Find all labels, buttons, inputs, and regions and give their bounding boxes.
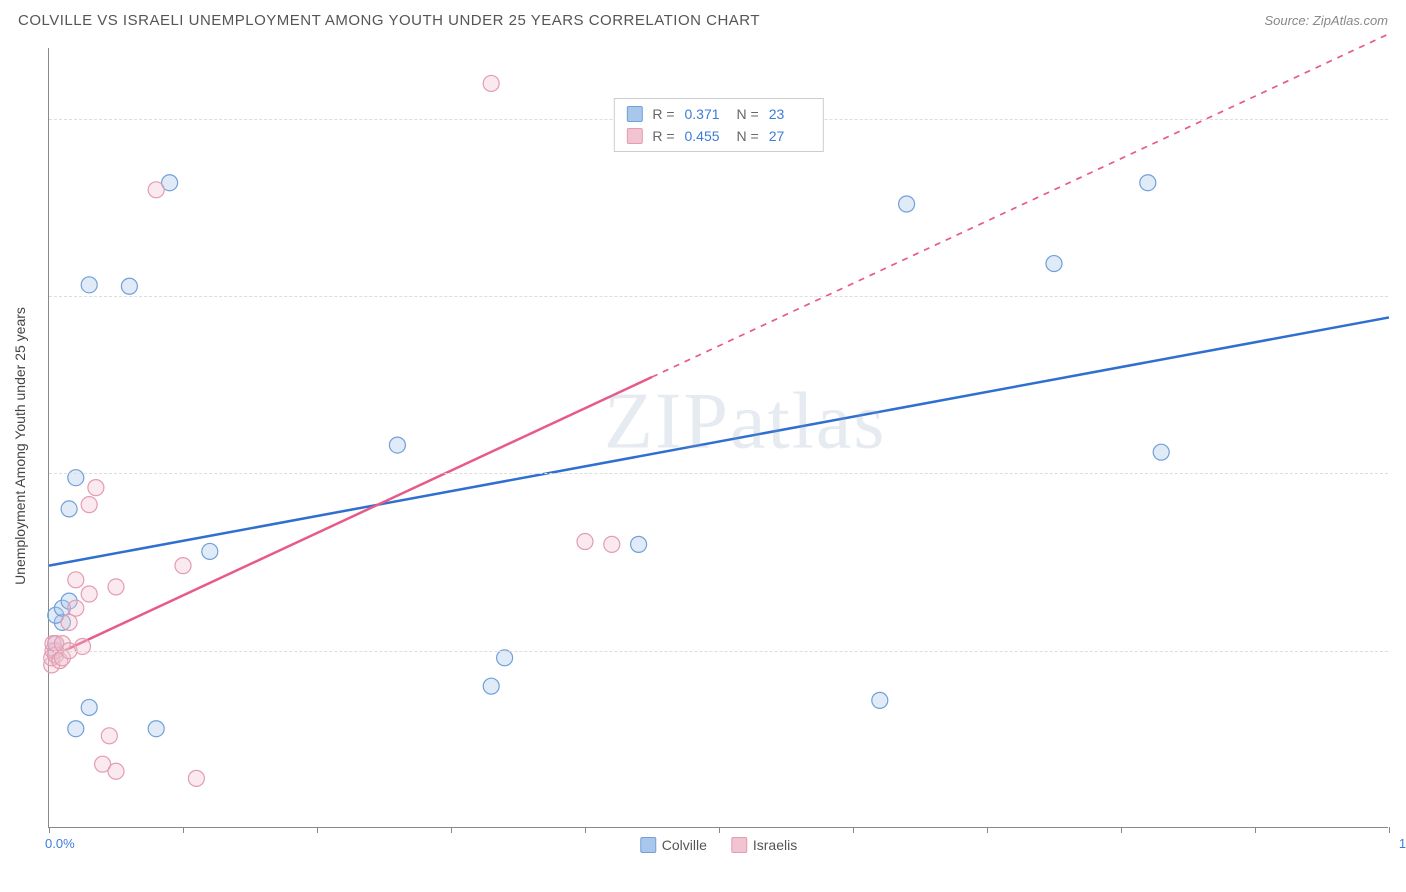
data-point [88,480,104,496]
data-point [188,770,204,786]
x-legend-item: Israelis [731,837,797,853]
data-point [81,699,97,715]
chart-header: COLVILLE VS ISRAELI UNEMPLOYMENT AMONG Y… [18,12,1388,29]
stat-n-value: 27 [769,125,811,147]
x-min-label: 0.0% [45,836,75,851]
x-tick [49,827,50,833]
data-point [101,728,117,744]
chart-title: COLVILLE VS ISRAELI UNEMPLOYMENT AMONG Y… [18,12,760,29]
gridline-h [49,651,1388,652]
legend-swatch [640,837,656,853]
stat-r-label: R = [652,103,674,125]
data-point [68,721,84,737]
data-point [75,638,91,654]
stats-legend: R = 0.371 N = 23 R = 0.455 N = 27 [613,98,823,152]
data-point [483,678,499,694]
data-point [202,543,218,559]
x-max-label: 100.0% [1399,836,1406,851]
chart-svg [49,48,1388,827]
data-point [389,437,405,453]
stat-n-label: N = [737,125,759,147]
data-point [1046,256,1062,272]
x-legend: Colville Israelis [640,837,797,853]
legend-swatch [626,106,642,122]
data-point [604,536,620,552]
data-point [1140,175,1156,191]
data-point [108,579,124,595]
data-point [631,536,647,552]
x-tick [183,827,184,833]
x-tick [451,827,452,833]
data-point [68,600,84,616]
x-tick [853,827,854,833]
x-legend-label: Israelis [753,837,797,853]
x-tick [317,827,318,833]
data-point [483,75,499,91]
data-point [61,501,77,517]
gridline-h [49,296,1388,297]
data-point [81,497,97,513]
legend-swatch [626,128,642,144]
data-point [497,650,513,666]
x-tick [719,827,720,833]
data-point [121,278,137,294]
data-point [148,721,164,737]
x-tick [1255,827,1256,833]
data-point [148,182,164,198]
stat-r-value: 0.371 [685,103,727,125]
data-point [61,614,77,630]
stat-r-value: 0.455 [685,125,727,147]
stat-r-label: R = [652,125,674,147]
data-point [1153,444,1169,460]
data-point [872,692,888,708]
stat-n-label: N = [737,103,759,125]
stat-n-value: 23 [769,103,811,125]
trend-line [49,377,652,658]
x-tick [1121,827,1122,833]
x-tick [1389,827,1390,833]
x-tick [987,827,988,833]
stats-row: R = 0.455 N = 27 [626,125,810,147]
x-legend-label: Colville [662,837,707,853]
data-point [175,558,191,574]
data-point [81,586,97,602]
legend-swatch [731,837,747,853]
trend-line [49,317,1389,565]
data-point [68,470,84,486]
y-axis-label: Unemployment Among Youth under 25 years [12,307,28,585]
plot-area: ZIPatlas 12.5%25.0%37.5%50.0%0.0%100.0%R… [48,48,1388,828]
data-point [68,572,84,588]
x-legend-item: Colville [640,837,707,853]
chart-source: Source: ZipAtlas.com [1264,13,1388,28]
data-point [108,763,124,779]
data-point [577,534,593,550]
gridline-h [49,473,1388,474]
trend-line-dashed [652,34,1389,377]
data-point [81,277,97,293]
data-point [899,196,915,212]
x-tick [585,827,586,833]
stats-row: R = 0.371 N = 23 [626,103,810,125]
